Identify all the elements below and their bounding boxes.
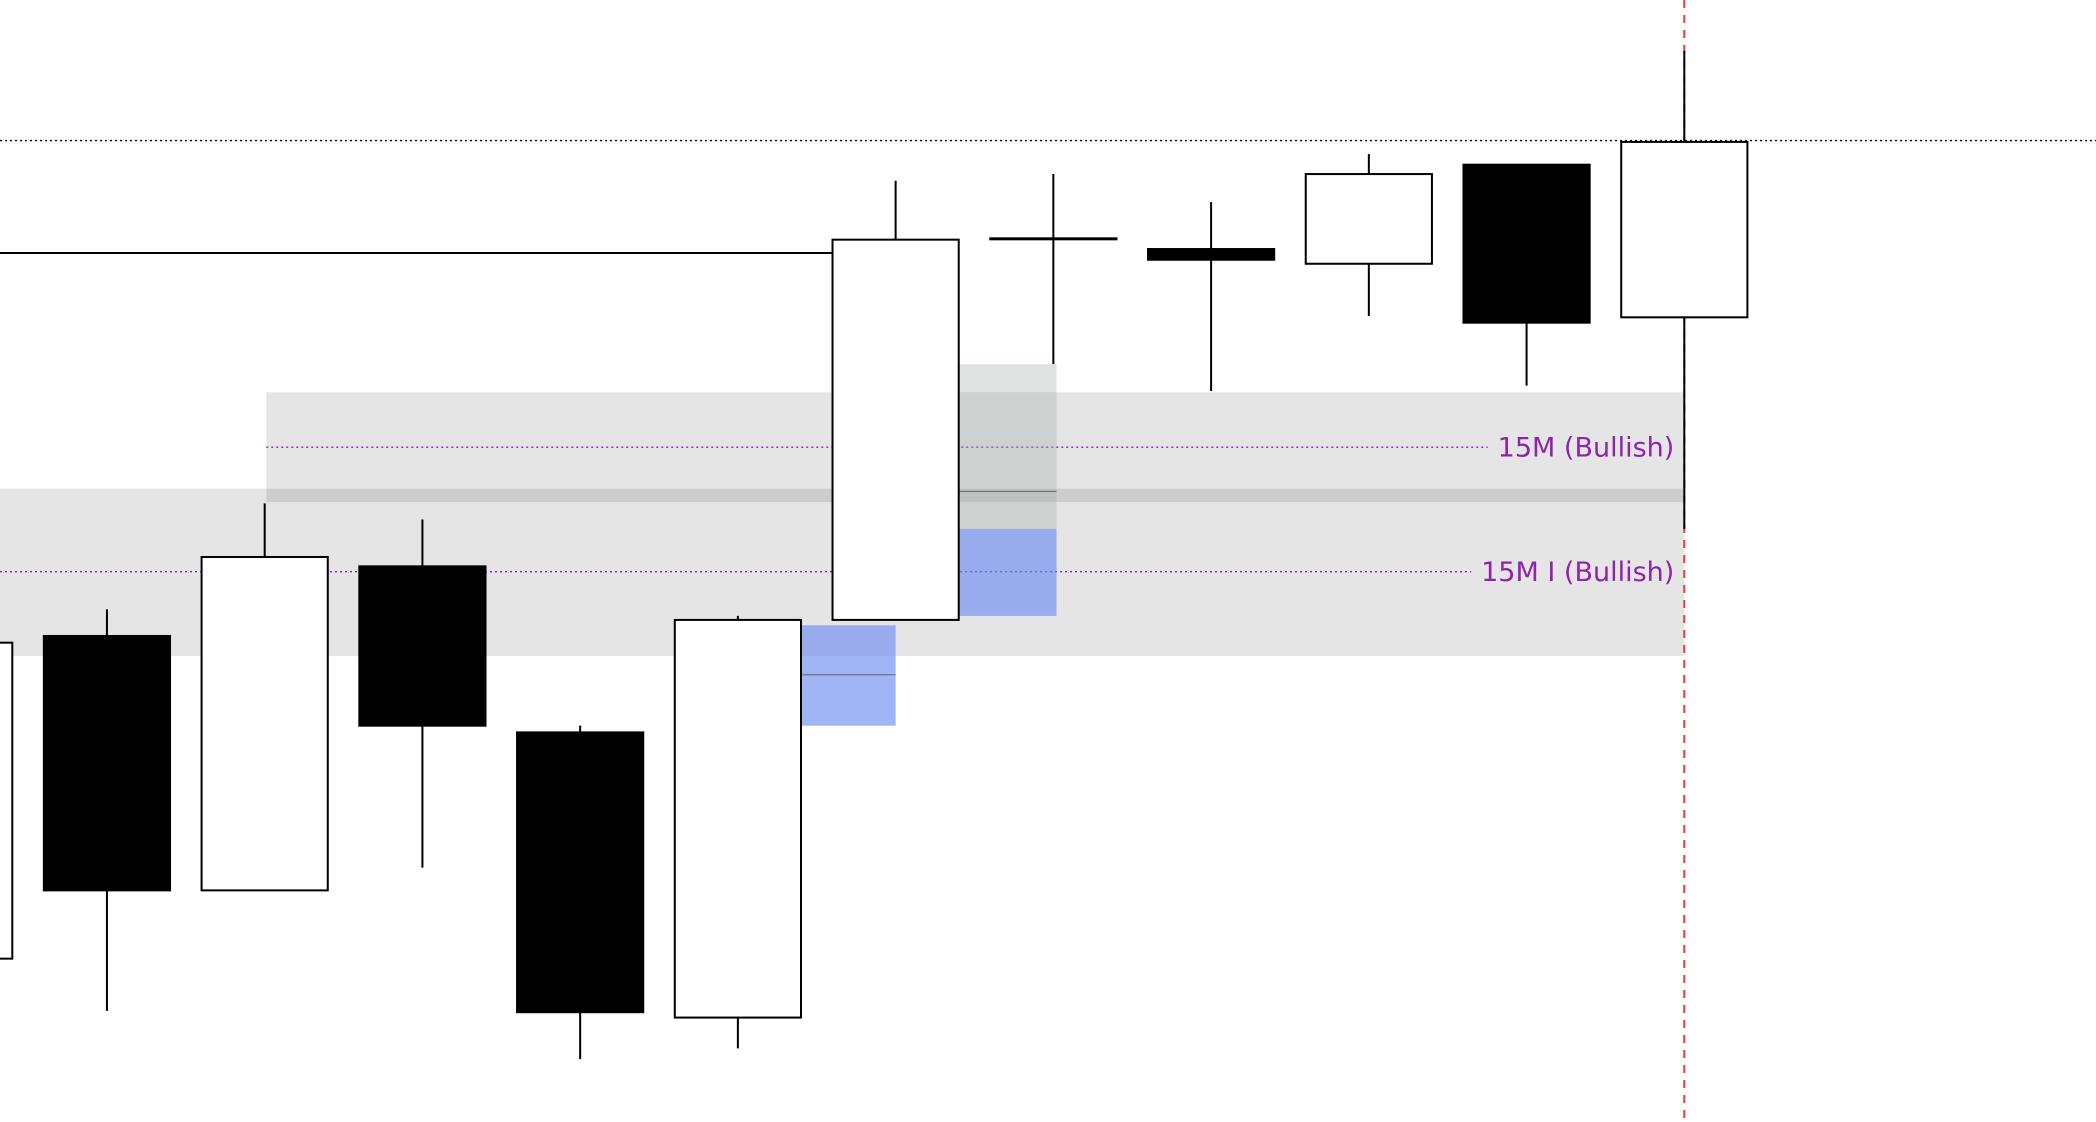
candle-body — [673, 618, 802, 1019]
box — [958, 364, 1057, 529]
candle-body — [1462, 163, 1591, 324]
candle-body — [1304, 173, 1433, 265]
zone-label: 15M I (Bullish) — [1481, 557, 1674, 588]
candle-body — [1147, 248, 1276, 261]
candle-body — [831, 238, 960, 621]
candle-body — [1620, 140, 1749, 319]
box — [958, 528, 1057, 616]
candle-body — [0, 641, 14, 960]
candle-body — [200, 555, 329, 892]
candle-body — [516, 731, 645, 1014]
candle-body — [42, 634, 172, 892]
candle-body — [358, 565, 487, 727]
zone-label: 15M (Bullish) — [1498, 433, 1675, 464]
candle-body — [989, 237, 1118, 241]
box — [799, 625, 896, 726]
